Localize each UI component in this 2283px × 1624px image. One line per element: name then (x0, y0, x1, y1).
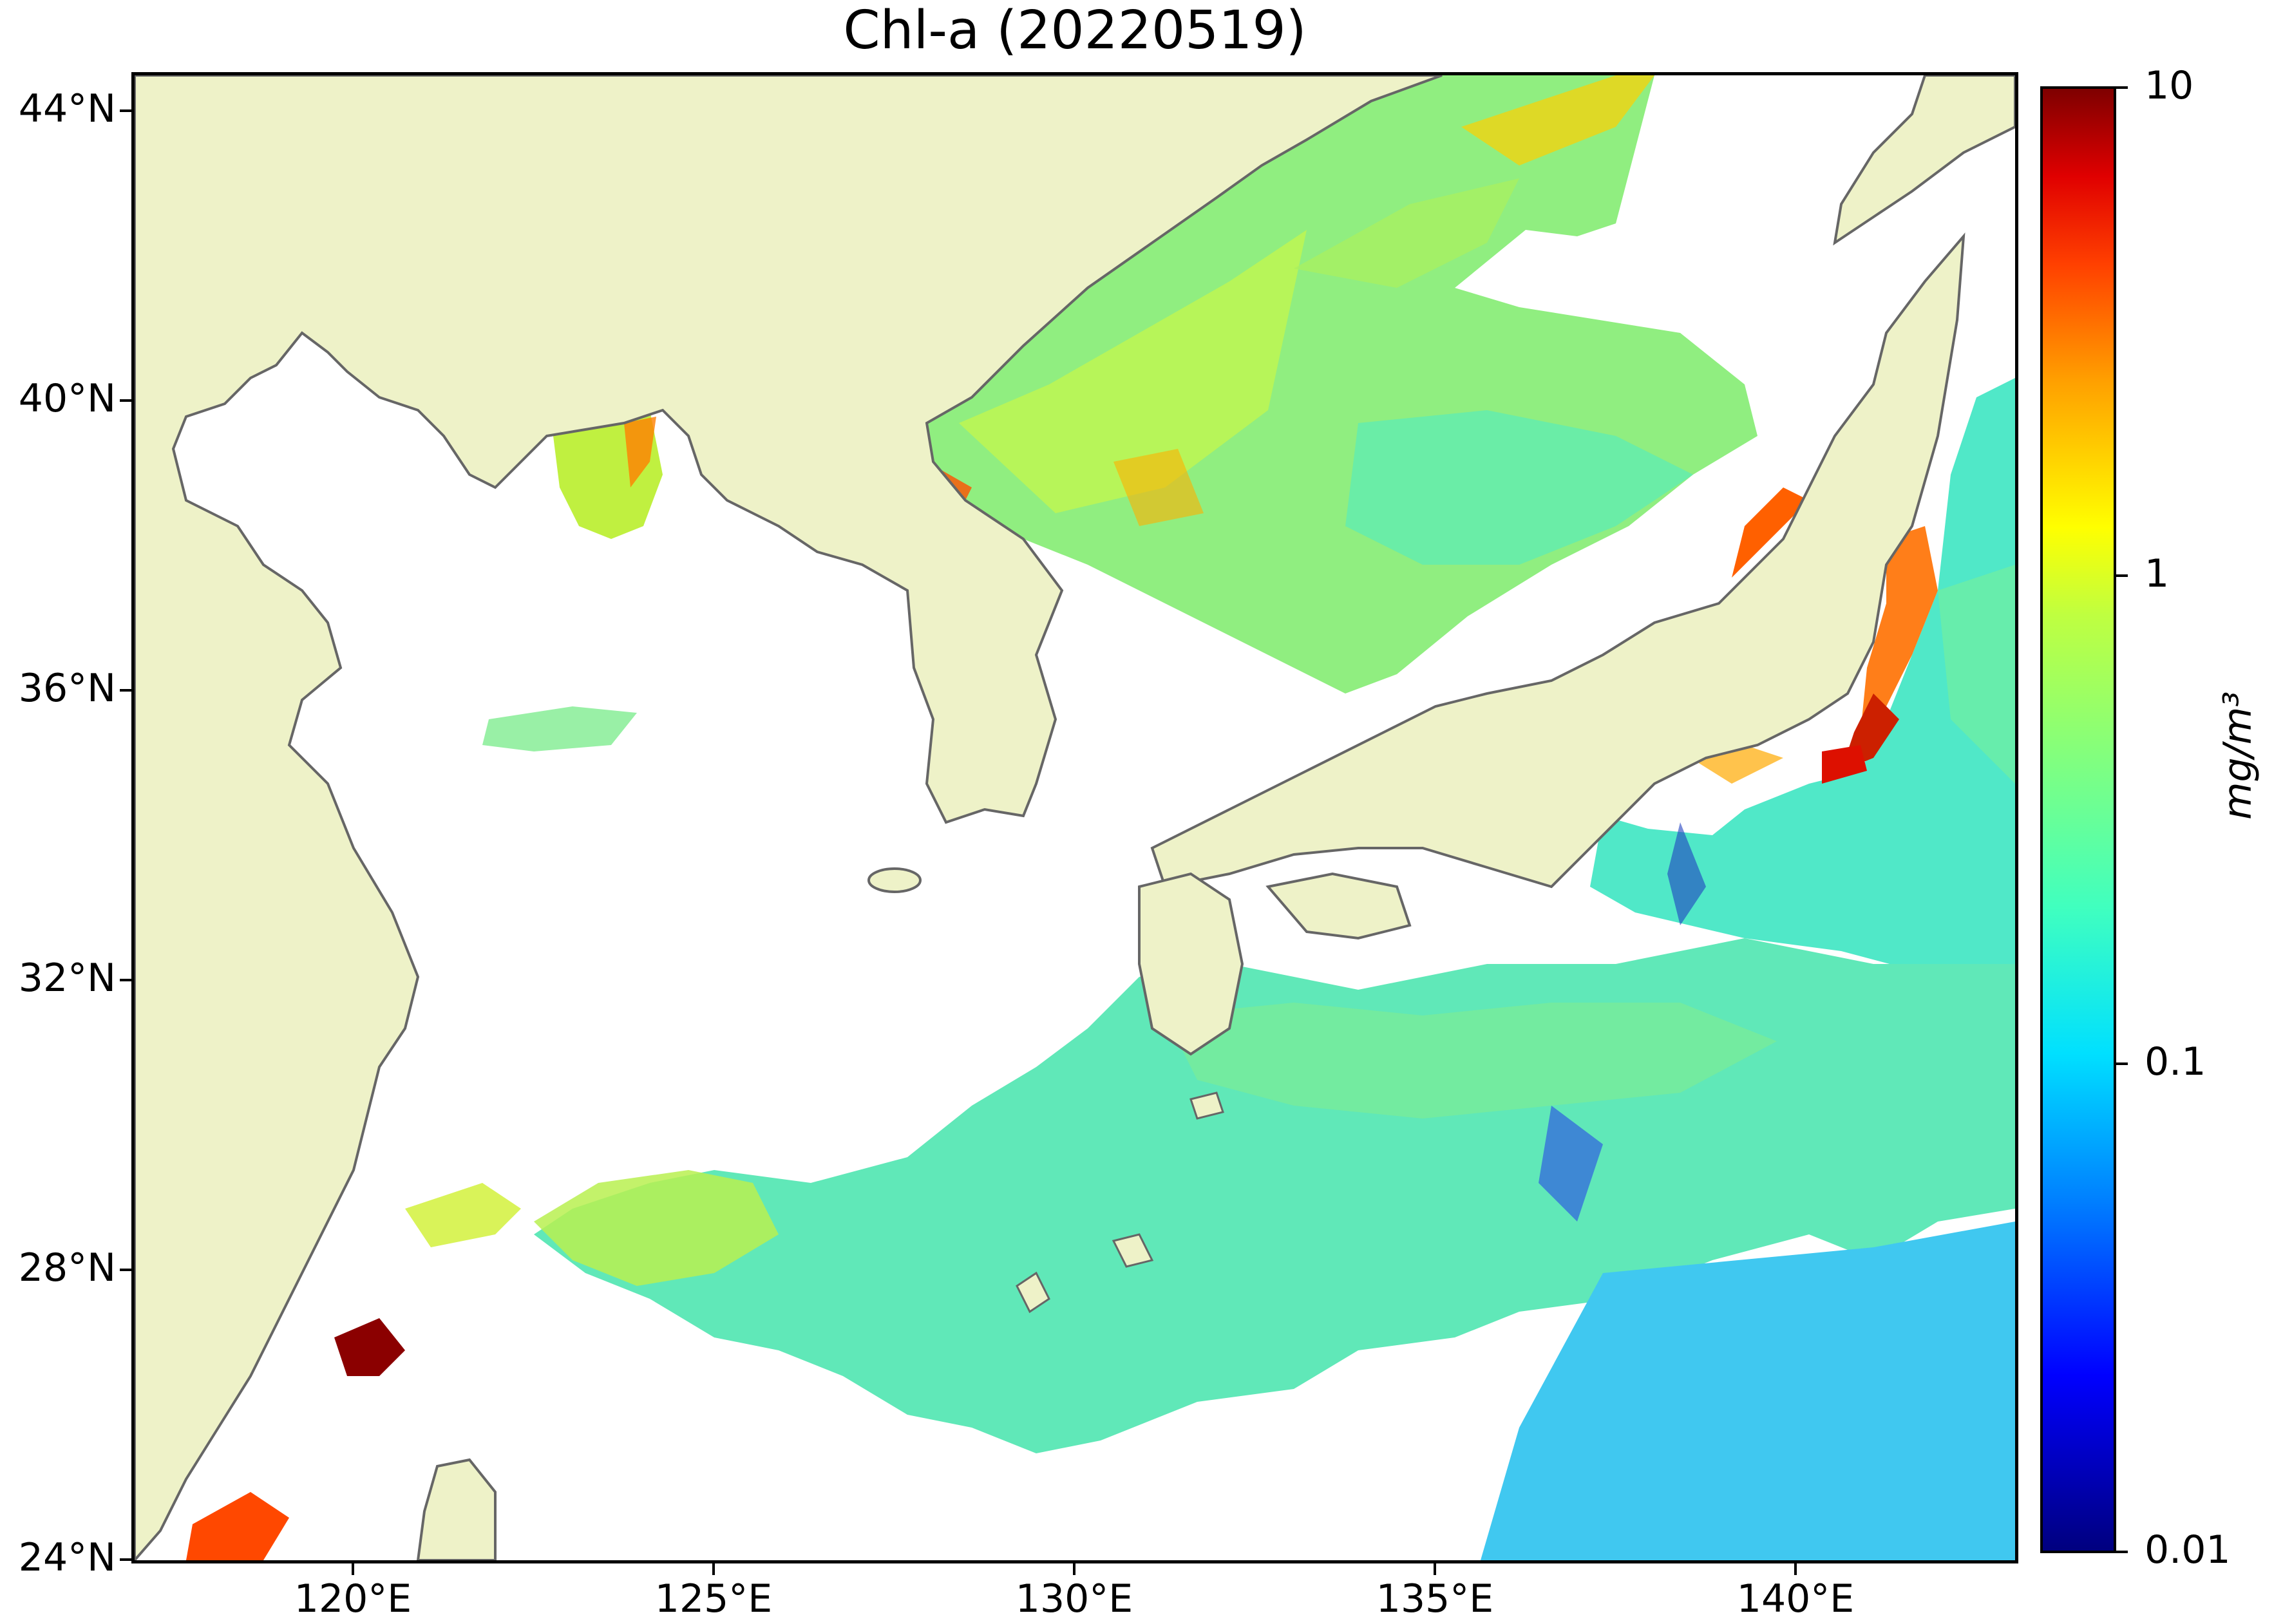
map-canvas (135, 75, 2015, 1560)
chlorophyll-map[interactable] (131, 72, 2018, 1563)
land-japan (1150, 232, 1966, 889)
lat-label-44: 44°N (18, 86, 116, 131)
colorbar-label-10: 10 (2145, 63, 2194, 108)
lat-label-32: 32°N (18, 956, 116, 1001)
land-asia (135, 75, 1443, 1560)
lon-label-130: 130°E (1015, 1576, 1133, 1621)
colorbar-tick (2116, 86, 2128, 89)
lat-tick (120, 689, 131, 692)
colorbar-label-0.1: 0.1 (2145, 1039, 2206, 1084)
pacific-east-chl (1590, 378, 2015, 1015)
colorbar-unit: mg/m³ (2215, 691, 2260, 820)
colorbar (2040, 86, 2116, 1553)
colorbar-label-1: 1 (2145, 551, 2170, 596)
lon-label-140: 140°E (1736, 1576, 1855, 1621)
colorbar-tick (2116, 1551, 2128, 1553)
coastal-bloom-chl (334, 1318, 405, 1376)
lon-tick (352, 1563, 354, 1575)
lat-tick (120, 979, 131, 981)
colorbar-tick (2116, 1062, 2128, 1065)
lon-label-125: 125°E (654, 1576, 773, 1621)
lon-label-135: 135°E (1376, 1576, 1494, 1621)
lat-tick (120, 1269, 131, 1271)
map-title: Chl-a (20220519) (843, 0, 1307, 61)
lon-tick (712, 1563, 715, 1575)
lat-tick (120, 1558, 131, 1561)
lat-label-36: 36°N (18, 666, 116, 711)
lat-tick (120, 109, 131, 112)
lon-tick (1794, 1563, 1797, 1575)
colorbar-tick (2116, 574, 2128, 577)
colorbar-label-0.01: 0.01 (2145, 1527, 2231, 1572)
lon-tick (1073, 1563, 1075, 1575)
lon-label-120: 120°E (294, 1576, 412, 1621)
lat-label-24: 24°N (18, 1535, 116, 1580)
lat-label-40: 40°N (18, 376, 116, 421)
lat-tick (120, 399, 131, 402)
lat-label-28: 28°N (18, 1245, 116, 1290)
lon-tick (1434, 1563, 1436, 1575)
